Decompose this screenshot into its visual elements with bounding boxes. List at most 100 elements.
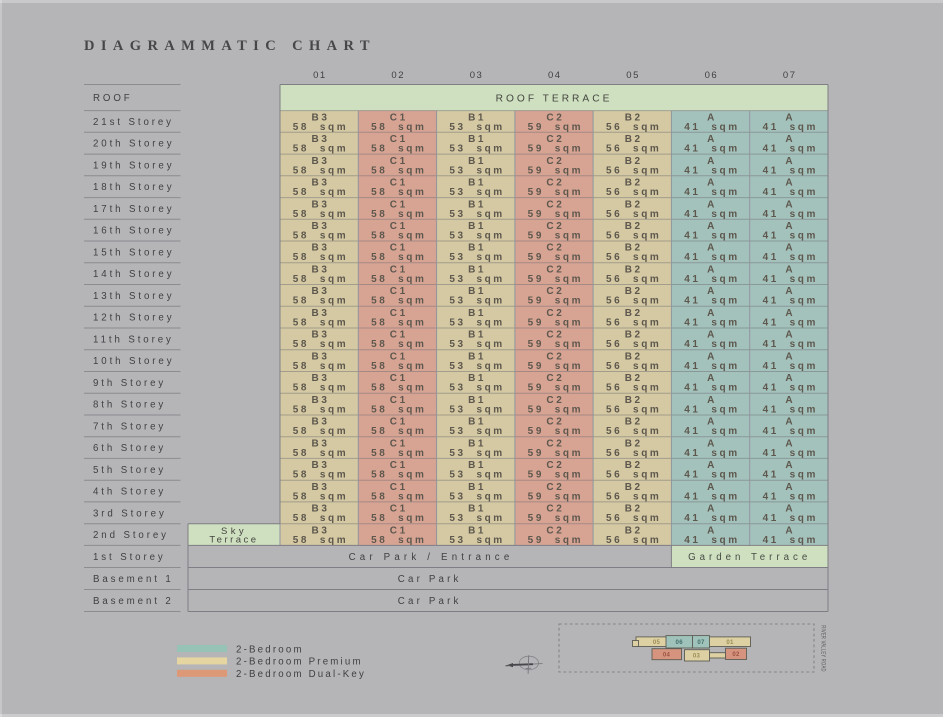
svg-text:B3: B3 — [312, 417, 330, 428]
svg-text:C1: C1 — [390, 134, 408, 145]
svg-text:41 sqm: 41 sqm — [763, 144, 818, 155]
svg-text:C1: C1 — [390, 330, 408, 341]
svg-text:A: A — [785, 460, 795, 471]
svg-text:05: 05 — [626, 70, 640, 81]
svg-text:41 sqm: 41 sqm — [763, 491, 818, 502]
svg-text:04: 04 — [663, 652, 671, 658]
svg-text:56 sqm: 56 sqm — [606, 361, 661, 372]
svg-text:A: A — [785, 199, 795, 210]
svg-text:41 sqm: 41 sqm — [684, 404, 739, 415]
svg-text:58 sqm: 58 sqm — [371, 231, 426, 242]
svg-text:B2: B2 — [625, 504, 643, 515]
svg-text:B1: B1 — [468, 286, 486, 297]
svg-text:59 sqm: 59 sqm — [528, 274, 583, 285]
svg-text:41 sqm: 41 sqm — [763, 426, 818, 437]
svg-text:B3: B3 — [312, 395, 330, 406]
svg-text:A: A — [707, 178, 717, 189]
svg-text:56 sqm: 56 sqm — [606, 318, 661, 329]
svg-text:A: A — [707, 156, 717, 167]
svg-text:58 sqm: 58 sqm — [293, 122, 348, 133]
svg-text:7th Storey: 7th Storey — [93, 421, 166, 432]
svg-text:ROOF: ROOF — [93, 93, 133, 104]
svg-text:B3: B3 — [312, 112, 330, 123]
svg-text:A: A — [707, 308, 717, 319]
svg-text:A: A — [785, 265, 795, 276]
svg-text:C1: C1 — [390, 417, 408, 428]
svg-text:58 sqm: 58 sqm — [293, 165, 348, 176]
svg-text:53 sqm: 53 sqm — [449, 426, 504, 437]
svg-text:A: A — [785, 330, 795, 341]
svg-text:B3: B3 — [312, 482, 330, 493]
svg-text:C2: C2 — [546, 460, 564, 471]
svg-text:B1: B1 — [468, 373, 486, 384]
svg-text:58 sqm: 58 sqm — [371, 296, 426, 307]
svg-text:A: A — [785, 178, 795, 189]
svg-text:A: A — [785, 351, 795, 362]
svg-text:A: A — [785, 417, 795, 428]
svg-text:B2: B2 — [625, 460, 643, 471]
svg-text:58 sqm: 58 sqm — [293, 448, 348, 459]
svg-text:C1: C1 — [390, 178, 408, 189]
svg-text:C2: C2 — [546, 286, 564, 297]
svg-text:C2: C2 — [546, 156, 564, 167]
svg-text:58 sqm: 58 sqm — [371, 426, 426, 437]
svg-text:14th Storey: 14th Storey — [93, 269, 174, 280]
svg-text:A: A — [707, 373, 717, 384]
svg-text:56 sqm: 56 sqm — [606, 209, 661, 220]
svg-text:41 sqm: 41 sqm — [763, 165, 818, 176]
svg-text:Car Park / Entrance: Car Park / Entrance — [349, 552, 514, 563]
svg-text:59 sqm: 59 sqm — [528, 470, 583, 481]
svg-text:59 sqm: 59 sqm — [528, 122, 583, 133]
svg-text:Car Park: Car Park — [398, 574, 462, 585]
svg-text:59 sqm: 59 sqm — [528, 491, 583, 502]
svg-text:58 sqm: 58 sqm — [371, 318, 426, 329]
svg-text:58 sqm: 58 sqm — [293, 252, 348, 263]
svg-text:B3: B3 — [312, 178, 330, 189]
svg-text:58 sqm: 58 sqm — [293, 470, 348, 481]
svg-text:A: A — [785, 134, 795, 145]
svg-text:56 sqm: 56 sqm — [606, 231, 661, 242]
svg-text:56 sqm: 56 sqm — [606, 491, 661, 502]
svg-text:C2: C2 — [546, 417, 564, 428]
svg-text:41 sqm: 41 sqm — [684, 165, 739, 176]
svg-text:41 sqm: 41 sqm — [684, 318, 739, 329]
svg-text:A: A — [707, 243, 717, 254]
svg-text:A: A — [785, 525, 795, 536]
svg-text:2-Bedroom Dual-Key: 2-Bedroom Dual-Key — [236, 669, 366, 680]
svg-text:58 sqm: 58 sqm — [293, 144, 348, 155]
svg-text:53 sqm: 53 sqm — [449, 165, 504, 176]
svg-text:41 sqm: 41 sqm — [684, 426, 739, 437]
svg-text:13th Storey: 13th Storey — [93, 291, 174, 302]
svg-text:A: A — [785, 308, 795, 319]
svg-text:59 sqm: 59 sqm — [528, 339, 583, 350]
svg-text:B2: B2 — [625, 395, 643, 406]
svg-text:58 sqm: 58 sqm — [371, 209, 426, 220]
svg-text:B3: B3 — [312, 351, 330, 362]
svg-text:A: A — [785, 286, 795, 297]
svg-text:B1: B1 — [468, 134, 486, 145]
svg-text:58 sqm: 58 sqm — [293, 296, 348, 307]
svg-text:C1: C1 — [390, 112, 408, 123]
svg-text:A: A — [785, 243, 795, 254]
svg-text:A: A — [785, 156, 795, 167]
svg-text:B1: B1 — [468, 460, 486, 471]
svg-text:A: A — [707, 265, 717, 276]
svg-text:DIAGRAMMATIC CHART: DIAGRAMMATIC CHART — [84, 38, 375, 54]
svg-text:59 sqm: 59 sqm — [528, 426, 583, 437]
svg-text:A: A — [707, 525, 717, 536]
svg-text:58 sqm: 58 sqm — [371, 448, 426, 459]
svg-text:41 sqm: 41 sqm — [684, 209, 739, 220]
svg-text:Sky: Sky — [221, 526, 247, 537]
svg-text:B1: B1 — [468, 156, 486, 167]
svg-text:21st Storey: 21st Storey — [93, 117, 174, 128]
svg-text:B2: B2 — [625, 221, 643, 232]
svg-text:53 sqm: 53 sqm — [449, 144, 504, 155]
svg-text:5th Storey: 5th Storey — [93, 465, 166, 476]
svg-text:58 sqm: 58 sqm — [371, 187, 426, 198]
svg-text:53 sqm: 53 sqm — [449, 187, 504, 198]
svg-text:56 sqm: 56 sqm — [606, 404, 661, 415]
svg-text:A: A — [785, 395, 795, 406]
svg-text:A: A — [707, 134, 717, 145]
svg-text:53 sqm: 53 sqm — [449, 252, 504, 263]
svg-text:C1: C1 — [390, 351, 408, 362]
